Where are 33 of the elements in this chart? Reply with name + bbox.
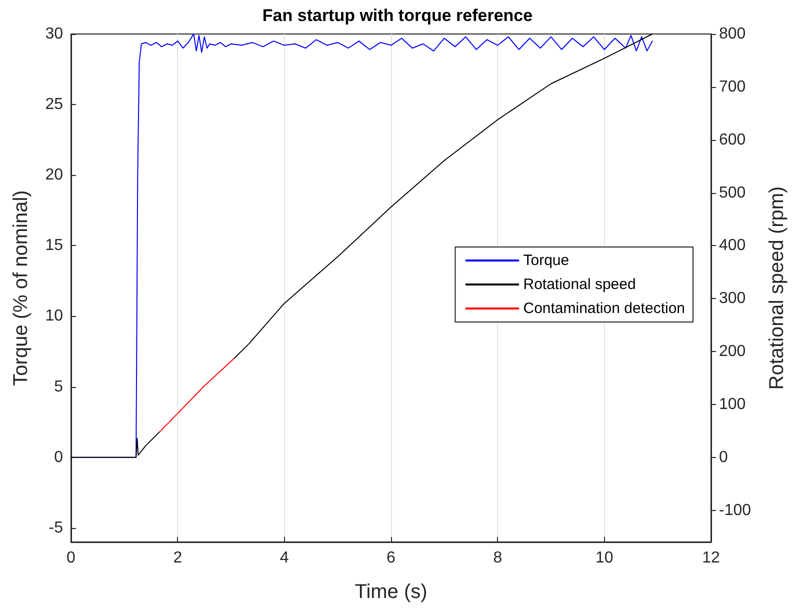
x-tick-label: 0 — [66, 550, 76, 566]
legend-label: Torque — [523, 252, 570, 269]
y-tick-label: 15 — [45, 237, 64, 254]
legend-label: Rotational speed — [523, 276, 636, 293]
y2-tick-label: 100 — [719, 396, 746, 413]
chart-title: Fan startup with torque reference — [262, 6, 533, 25]
y2-tick-label: 0 — [719, 448, 728, 466]
y2-tick-label: 300 — [719, 290, 746, 308]
y-tick-label: 20 — [45, 166, 64, 184]
y-tick-label: -5 — [48, 519, 64, 536]
y-tick-label: 30 — [45, 26, 64, 42]
x-tick-label: 6 — [386, 550, 396, 566]
x-tick-label: 4 — [280, 550, 289, 566]
x-tick-label: 10 — [595, 550, 614, 566]
x-tick-label: 8 — [493, 550, 502, 566]
y-tick-label: 0 — [54, 448, 64, 466]
line-series — [159, 358, 235, 432]
y-tick-label: 25 — [45, 96, 64, 114]
y2-tick-label: 500 — [719, 184, 746, 202]
y-tick-label: 10 — [45, 308, 64, 325]
x-tick-label: 12 — [702, 550, 720, 566]
y2-tick-label: 800 — [719, 26, 746, 42]
legend-label: Contamination detection — [523, 300, 686, 317]
y2-tick-label: 700 — [719, 78, 746, 96]
x-axis-title: Time (s) — [354, 581, 428, 603]
y-axis-title: Torque (% of nominal) — [10, 190, 32, 386]
x-tick-label: 2 — [173, 550, 182, 566]
y2-axis-title: Rotational speed (rpm) — [766, 186, 788, 390]
y2-tick-label: 400 — [719, 237, 746, 254]
y-tick-label: 5 — [54, 378, 64, 396]
y2-tick-label: 600 — [719, 131, 746, 148]
y2-tick-label: -100 — [719, 502, 752, 519]
y2-tick-label: 200 — [719, 343, 746, 360]
